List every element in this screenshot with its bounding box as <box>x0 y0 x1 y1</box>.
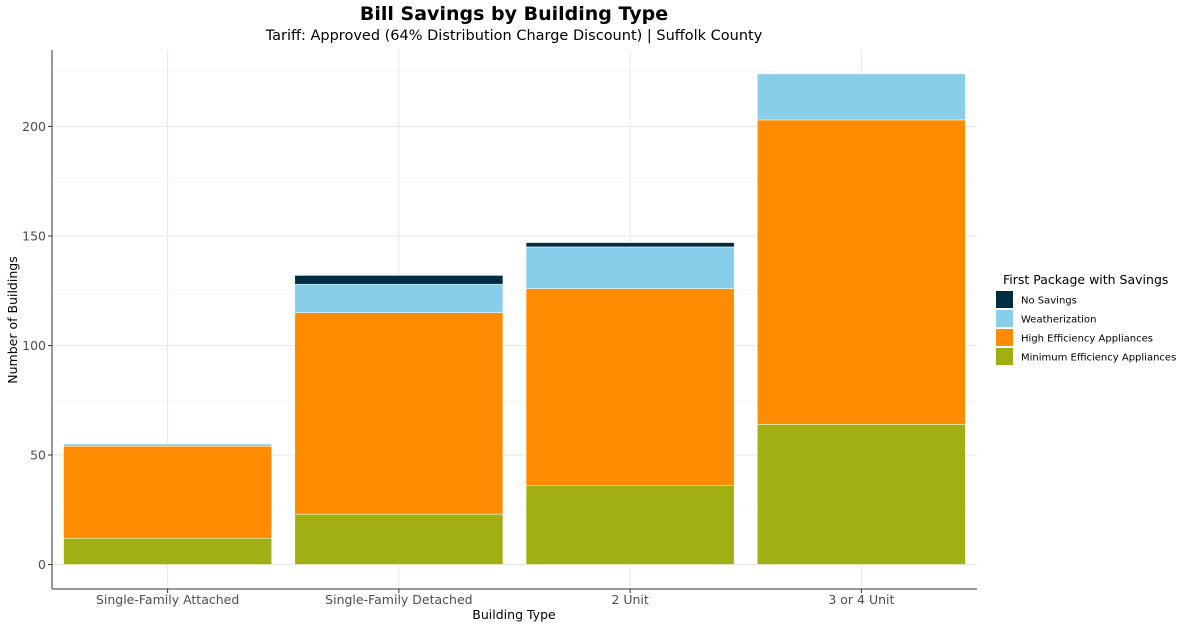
chart-subtitle: Tariff: Approved (64% Distribution Charg… <box>265 28 763 44</box>
bar-segment <box>525 246 735 289</box>
y-tick-label: 200 <box>22 119 46 134</box>
x-tick-label: 3 or 4 Unit <box>828 592 894 607</box>
y-tick-label: 0 <box>38 557 46 572</box>
legend-swatch <box>996 310 1013 327</box>
bar-segment <box>757 119 966 425</box>
axes <box>51 50 977 590</box>
bar-segment <box>63 445 272 539</box>
bar-segment <box>63 537 272 565</box>
y-tick-labels: 0 50 100 150 200 <box>22 119 52 572</box>
bar-segment <box>757 73 966 121</box>
bar-segment <box>294 283 504 313</box>
bar-segment <box>525 288 735 486</box>
legend-label: Minimum Efficiency Appliances <box>1021 353 1176 364</box>
bar-segment <box>63 443 272 447</box>
legend-title: First Package with Savings <box>1003 272 1168 287</box>
x-tick-label: 2 Unit <box>611 592 648 607</box>
x-tick-labels: Single-Family Attached Single-Family Deta… <box>96 589 895 607</box>
bar-segment <box>294 275 504 285</box>
x-tick-label: Single-Family Detached <box>325 592 472 607</box>
chart-title: Bill Savings by Building Type <box>360 3 668 25</box>
bar-segment <box>525 242 735 248</box>
y-tick-label: 150 <box>22 229 46 244</box>
legend-label: No Savings <box>1021 296 1077 307</box>
legend: First Package with Savings No Savings Wea… <box>996 272 1176 365</box>
legend-swatch <box>996 329 1013 346</box>
legend-swatch <box>996 291 1013 308</box>
y-tick-label: 100 <box>22 338 46 353</box>
bar-segment <box>294 312 504 515</box>
bar-segment <box>525 485 735 565</box>
legend-label: Weatherization <box>1021 315 1096 326</box>
bars <box>63 73 966 565</box>
x-tick-label: Single-Family Attached <box>96 592 239 607</box>
legend-label: High Efficiency Appliances <box>1021 334 1153 345</box>
bar-segment <box>757 424 966 565</box>
bar-segment <box>294 513 504 565</box>
x-axis-title: Building Type <box>472 607 556 622</box>
y-axis-title: Number of Buildings <box>5 256 20 383</box>
legend-swatch <box>996 348 1013 365</box>
y-tick-label: 50 <box>30 448 46 463</box>
